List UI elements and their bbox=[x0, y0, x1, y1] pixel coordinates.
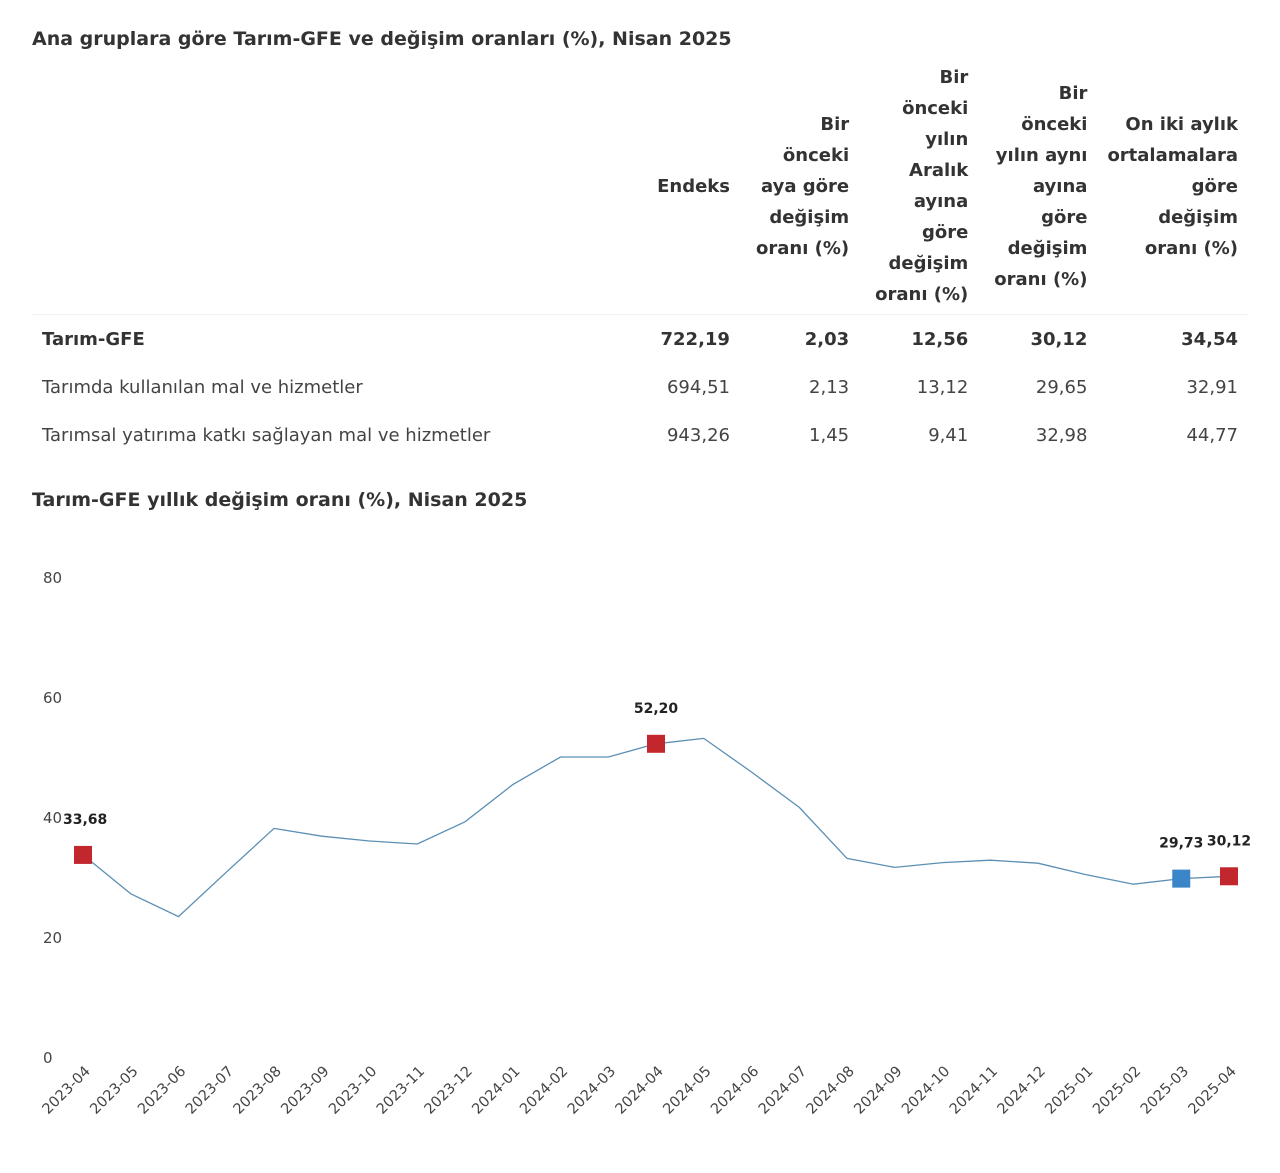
table-row: Tarımsal yatırıma katkı sağlayan mal ve … bbox=[32, 411, 1248, 459]
data-point-marker bbox=[1220, 867, 1238, 886]
table-row: Tarım-GFE 722,19 2,03 12,56 30,12 34,54 bbox=[32, 315, 1248, 364]
x-tick-label: 2024-05 bbox=[660, 1064, 714, 1118]
row-name: Tarımda kullanılan mal ve hizmetler bbox=[42, 376, 363, 398]
x-tick-label: 2023-07 bbox=[183, 1064, 237, 1118]
table-header-row: Endeks Bir önceki aya göre değişim oranı… bbox=[32, 58, 1248, 315]
row-endeks: 943,26 bbox=[666, 424, 730, 446]
row-annual-change: 32,98 bbox=[1035, 424, 1088, 446]
x-tick-label: 2024-12 bbox=[995, 1064, 1049, 1118]
x-tick-label: 2023-06 bbox=[135, 1064, 189, 1118]
row-monthly-change: 2,03 bbox=[804, 328, 850, 350]
x-tick-label: 2024-03 bbox=[565, 1064, 619, 1118]
header-group bbox=[32, 58, 622, 315]
row-december-change: 13,12 bbox=[916, 376, 969, 398]
x-tick-label: 2024-04 bbox=[613, 1064, 667, 1118]
row-annual-change: 29,65 bbox=[1035, 376, 1088, 398]
data-point-marker bbox=[647, 734, 665, 753]
row-name: Tarımsal yatırıma katkı sağlayan mal ve … bbox=[42, 424, 491, 446]
row-name: Tarım-GFE bbox=[42, 328, 145, 350]
y-tick-label: 60 bbox=[43, 689, 62, 707]
x-tick-label: 2024-09 bbox=[851, 1064, 905, 1118]
x-tick-label: 2024-08 bbox=[804, 1064, 858, 1118]
data-point-marker bbox=[74, 845, 92, 864]
table-row: Tarımda kullanılan mal ve hizmetler 694,… bbox=[32, 363, 1248, 411]
data-label: 30,12 bbox=[1207, 833, 1251, 849]
row-average-change: 44,77 bbox=[1186, 424, 1238, 446]
x-tick-label: 2024-06 bbox=[708, 1064, 762, 1118]
header-endeks: Endeks bbox=[621, 58, 740, 315]
header-monthly-change: Bir önceki aya göre değişim oranı (%) bbox=[739, 58, 860, 315]
x-tick-label: 2025-02 bbox=[1090, 1064, 1144, 1118]
x-tick-label: 2025-01 bbox=[1042, 1064, 1096, 1118]
x-tick-label: 2023-12 bbox=[422, 1064, 476, 1118]
x-tick-label: 2023-09 bbox=[278, 1064, 332, 1118]
row-annual-change: 30,12 bbox=[1030, 328, 1088, 350]
series-line bbox=[82, 737, 1230, 918]
row-average-change: 34,54 bbox=[1181, 328, 1238, 350]
x-tick-label: 2024-01 bbox=[469, 1064, 523, 1118]
change-rates-table: Endeks Bir önceki aya göre değişim oranı… bbox=[32, 58, 1248, 459]
header-annual-change: Bir önceki yılın aynı ayına göre değişim… bbox=[978, 58, 1098, 315]
x-tick-label: 2023-10 bbox=[326, 1064, 380, 1118]
row-endeks: 722,19 bbox=[660, 328, 730, 350]
x-tick-label: 2024-02 bbox=[517, 1064, 571, 1118]
data-label: 33,68 bbox=[63, 812, 107, 828]
x-tick-label: 2023-05 bbox=[87, 1064, 141, 1118]
x-tick-label: 2023-04 bbox=[40, 1064, 94, 1118]
row-monthly-change: 1,45 bbox=[809, 424, 850, 446]
data-label: 52,20 bbox=[634, 701, 679, 717]
chart-title: Tarım-GFE yıllık değişim oranı (%), Nisa… bbox=[32, 489, 528, 511]
row-monthly-change: 2,13 bbox=[809, 376, 850, 398]
x-tick-label: 2023-08 bbox=[231, 1064, 285, 1118]
row-average-change: 32,91 bbox=[1186, 376, 1238, 398]
data-label: 29,73 bbox=[1159, 836, 1203, 852]
row-december-change: 9,41 bbox=[928, 424, 969, 446]
table-title: Ana gruplara göre Tarım-GFE ve değişim o… bbox=[32, 28, 732, 50]
y-tick-label: 20 bbox=[43, 929, 62, 947]
header-december-change: Bir önceki yılın Aralık ayına göre değiş… bbox=[859, 58, 979, 315]
y-tick-label: 40 bbox=[43, 809, 62, 827]
row-endeks: 694,51 bbox=[666, 376, 730, 398]
x-tick-label: 2024-10 bbox=[899, 1064, 953, 1118]
x-tick-label: 2025-04 bbox=[1186, 1064, 1240, 1118]
header-twelve-month-average-change: On iki aylık ortalamalara göre değişim o… bbox=[1097, 58, 1248, 315]
x-tick-label: 2024-07 bbox=[756, 1064, 810, 1118]
row-december-change: 12,56 bbox=[911, 328, 969, 350]
x-tick-label: 2024-11 bbox=[947, 1064, 1001, 1118]
y-tick-label: 0 bbox=[43, 1049, 53, 1067]
data-point-marker bbox=[1172, 869, 1191, 888]
x-tick-label: 2025-03 bbox=[1138, 1064, 1192, 1118]
y-tick-label: 80 bbox=[43, 569, 62, 587]
x-tick-label: 2023-11 bbox=[374, 1064, 428, 1118]
